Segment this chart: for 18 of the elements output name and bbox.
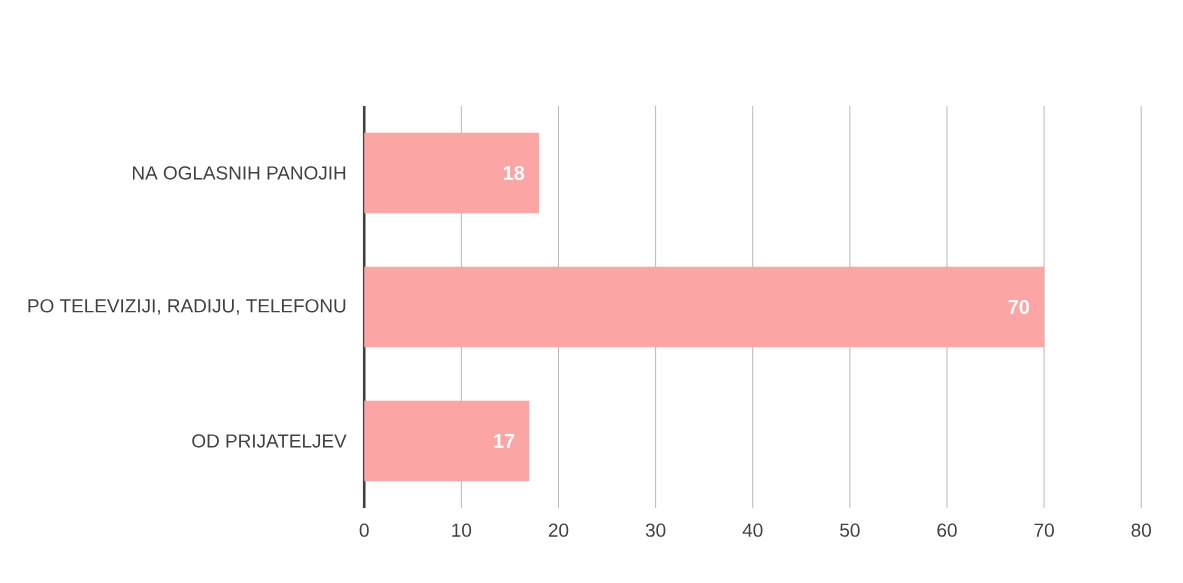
y-tick-label: NA OGLASNIH PANOJIH bbox=[132, 166, 346, 180]
x-tick-label: 60 bbox=[937, 523, 957, 537]
x-tick-label: 70 bbox=[1034, 523, 1054, 537]
data-label: 17 bbox=[494, 434, 515, 448]
x-tick-label: 50 bbox=[840, 523, 860, 537]
x-tick-label: 20 bbox=[548, 523, 569, 537]
bar bbox=[364, 266, 1045, 348]
data-label: 70 bbox=[1008, 299, 1030, 314]
x-tick-label: 10 bbox=[452, 523, 472, 537]
y-tick-label: PO TELEVIZIJI, RADIJU, TELEFONU bbox=[28, 299, 346, 315]
x-tick-label: 40 bbox=[742, 523, 763, 537]
data-label: 18 bbox=[503, 165, 525, 180]
x-tick-label: 80 bbox=[1131, 523, 1151, 537]
x-tick-label: 30 bbox=[645, 523, 666, 537]
bar bbox=[364, 132, 540, 214]
bar bbox=[364, 400, 530, 482]
y-tick-label: OD PRIJATELJEV bbox=[192, 434, 347, 448]
x-tick-label: 0 bbox=[359, 523, 369, 537]
